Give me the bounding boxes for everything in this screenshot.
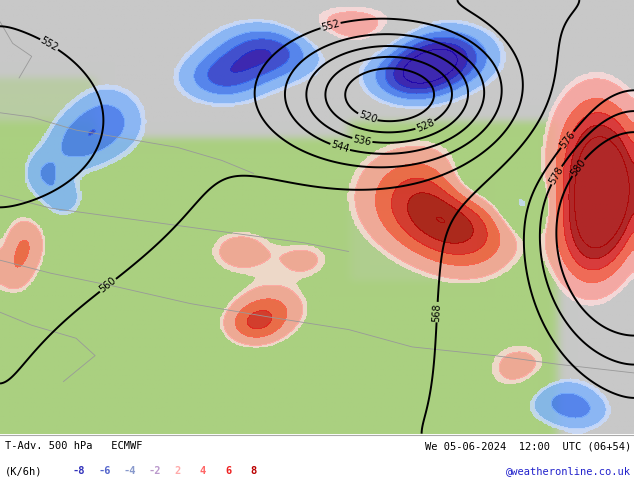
Text: 4: 4 <box>200 466 206 476</box>
Text: 576: 576 <box>557 129 577 150</box>
Text: T-Adv. 500 hPa   ECMWF: T-Adv. 500 hPa ECMWF <box>5 441 143 451</box>
Text: 552: 552 <box>39 35 60 53</box>
Text: -8: -8 <box>73 466 86 476</box>
Text: 578: 578 <box>547 165 566 186</box>
Text: 552: 552 <box>320 18 341 32</box>
Text: 520: 520 <box>357 110 378 125</box>
Text: 8: 8 <box>250 466 257 476</box>
Text: 536: 536 <box>353 134 372 147</box>
Text: (K/6h): (K/6h) <box>5 466 42 476</box>
Text: -4: -4 <box>124 466 136 476</box>
Text: 560: 560 <box>98 275 119 295</box>
Text: 528: 528 <box>415 117 436 134</box>
Text: 580: 580 <box>569 157 588 178</box>
Text: We 05-06-2024  12:00  UTC (06+54): We 05-06-2024 12:00 UTC (06+54) <box>425 441 631 451</box>
Text: 544: 544 <box>330 140 351 155</box>
Text: 568: 568 <box>432 303 443 321</box>
Text: 6: 6 <box>225 466 231 476</box>
Text: 2: 2 <box>174 466 181 476</box>
Text: -6: -6 <box>98 466 111 476</box>
Text: @weatheronline.co.uk: @weatheronline.co.uk <box>506 466 631 476</box>
Text: -2: -2 <box>149 466 162 476</box>
